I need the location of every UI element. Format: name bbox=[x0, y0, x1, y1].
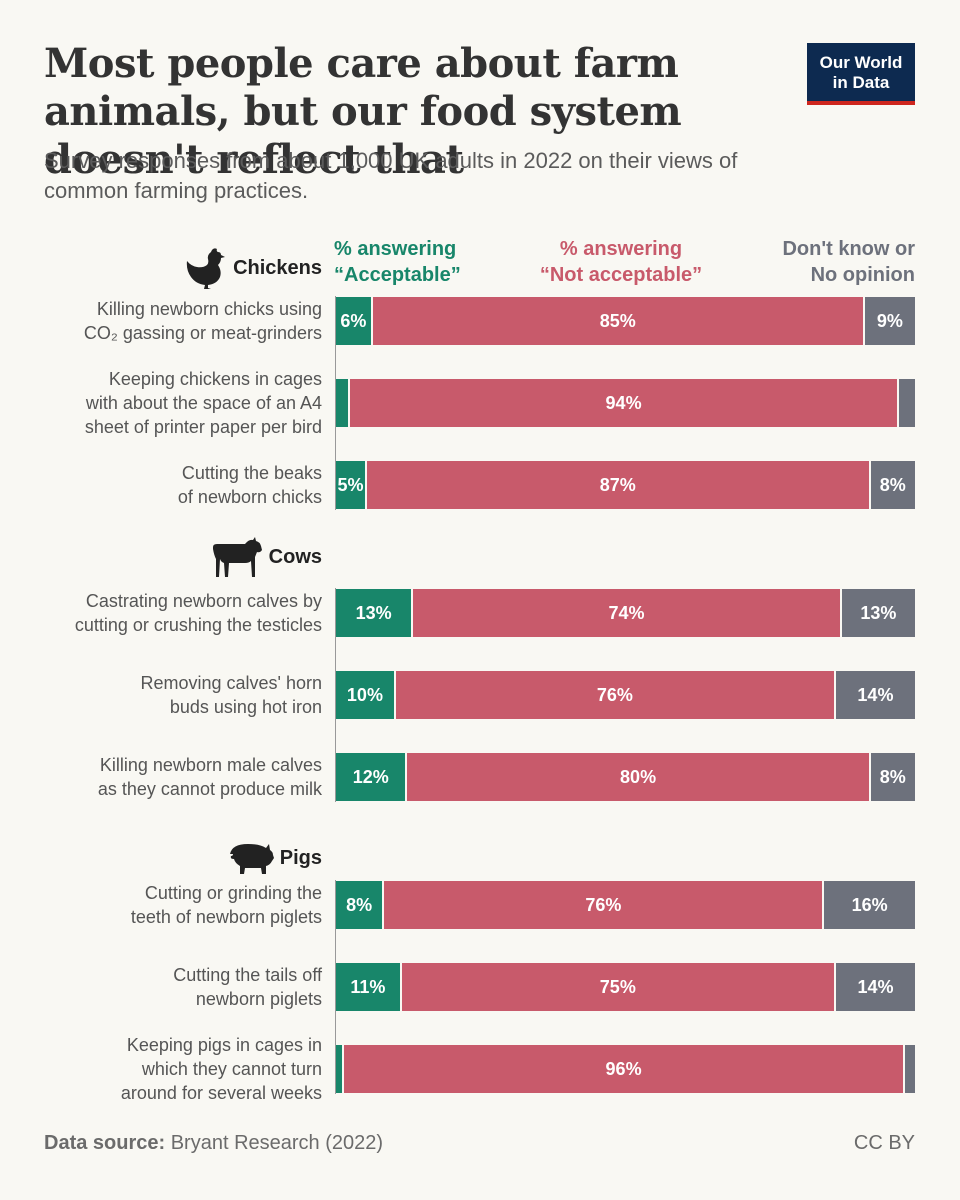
legend-acceptable-line-2: “Acceptable” bbox=[334, 264, 461, 286]
bar-segment-not-acceptable: 87% bbox=[364, 461, 869, 509]
bar-row: 13% 74% 13% bbox=[336, 589, 915, 637]
row-label-line: newborn piglets bbox=[195, 989, 322, 1009]
row-label-line: Killing newborn chicks using bbox=[96, 299, 322, 319]
bar-row: 12% 80% 8% bbox=[336, 753, 915, 801]
bar-segment-dont-know: 8% bbox=[868, 753, 915, 801]
group-label-chickens: Chickens bbox=[100, 244, 322, 292]
bar-segment-dont-know: 13% bbox=[839, 589, 915, 637]
bar-segment-dont-know: 9% bbox=[862, 297, 915, 345]
pig-icon bbox=[229, 844, 274, 874]
bar-segment-acceptable: 13% bbox=[336, 589, 412, 637]
bar-segment-dont-know bbox=[897, 379, 915, 427]
row-label-line: teeth of newborn piglets bbox=[130, 907, 322, 927]
cow-icon bbox=[212, 537, 262, 577]
row-label: Keeping chickens in cages with about the … bbox=[40, 367, 322, 439]
logo-line-2: in Data bbox=[832, 73, 890, 92]
row-label-line: Removing calves' horn bbox=[140, 673, 322, 693]
bar-segment-dont-know bbox=[903, 1045, 915, 1093]
bar-row: 11% 75% 14% bbox=[336, 963, 915, 1011]
group-label-cows: Cows bbox=[100, 532, 322, 582]
legend-not-acceptable: % answering “Not acceptable” bbox=[536, 236, 706, 288]
row-label-line: around for several weeks bbox=[120, 1083, 322, 1103]
row-label-line: CO₂ gassing or meat-grinders bbox=[83, 323, 322, 343]
row-label-line: as they cannot produce milk bbox=[97, 779, 322, 799]
chart-title: Most people care about farm animals, but… bbox=[44, 40, 682, 183]
row-label-line: Killing newborn male calves bbox=[99, 755, 322, 775]
bar-segment-acceptable: 6% bbox=[336, 297, 371, 345]
row-label-line: Keeping pigs in cages in bbox=[126, 1035, 322, 1055]
bar-segment-acceptable: 11% bbox=[336, 963, 400, 1011]
bar-row: 6% 85% 9% bbox=[336, 297, 915, 345]
legend-dont-know-line-2: No opinion bbox=[810, 264, 915, 286]
group-name-chickens: Chickens bbox=[233, 256, 322, 279]
bar-segment-dont-know: 14% bbox=[833, 671, 915, 719]
chicken-icon bbox=[186, 248, 226, 289]
bar-segment-not-acceptable: 75% bbox=[399, 963, 834, 1011]
axis-line-cows bbox=[335, 588, 336, 802]
bar-segment-acceptable bbox=[336, 1045, 342, 1093]
group-name-pigs: Pigs bbox=[279, 846, 322, 869]
row-label: Cutting the beaks of newborn chicks bbox=[40, 461, 322, 509]
row-label-line: which they cannot turn bbox=[141, 1059, 322, 1079]
source-value: Bryant Research (2022) bbox=[170, 1132, 384, 1154]
bar-segment-acceptable: 10% bbox=[336, 671, 394, 719]
row-label: Cutting the tails off newborn piglets bbox=[40, 963, 322, 1011]
bar-segment-not-acceptable: 76% bbox=[382, 881, 823, 929]
bar-row: 10% 76% 14% bbox=[336, 671, 915, 719]
bar-segment-not-acceptable: 80% bbox=[405, 753, 869, 801]
legend-dont-know-line-1: Don't know or bbox=[782, 238, 915, 260]
bar-segment-not-acceptable: 94% bbox=[347, 379, 898, 427]
bar-segment-dont-know: 16% bbox=[822, 881, 915, 929]
bar-row: 96% bbox=[336, 1045, 915, 1093]
bar-segment-not-acceptable: 76% bbox=[393, 671, 834, 719]
bar-segment-acceptable bbox=[336, 379, 348, 427]
axis-line-pigs bbox=[335, 880, 336, 1094]
group-name-cows: Cows bbox=[268, 545, 322, 568]
footer-source: Data source: Bryant Research (2022) bbox=[44, 1132, 383, 1155]
row-label: Keeping pigs in cages in which they canno… bbox=[40, 1033, 322, 1105]
logo-line-1: Our World bbox=[819, 53, 903, 72]
bar-segment-dont-know: 14% bbox=[833, 963, 915, 1011]
row-label-line: buds using hot iron bbox=[169, 697, 322, 717]
license-link[interactable]: CC BY bbox=[853, 1132, 915, 1154]
row-label: Cutting or grinding the teeth of newborn … bbox=[40, 881, 322, 929]
bar-segment-acceptable: 5% bbox=[336, 461, 365, 509]
row-label-line: Cutting or grinding the bbox=[144, 883, 322, 903]
bar-row: 8% 76% 16% bbox=[336, 881, 915, 929]
row-label-line: of newborn chicks bbox=[177, 487, 322, 507]
row-label-line: Cutting the beaks bbox=[181, 463, 322, 483]
bar-segment-not-acceptable: 96% bbox=[341, 1045, 904, 1093]
row-label-line: Cutting the tails off bbox=[173, 965, 322, 985]
legend-acceptable: % answering “Acceptable” bbox=[334, 236, 461, 288]
row-label-line: Castrating newborn calves by bbox=[85, 591, 322, 611]
bar-segment-acceptable: 8% bbox=[336, 881, 383, 929]
row-label: Removing calves' horn buds using hot iron bbox=[40, 671, 322, 719]
row-label: Killing newborn male calves as they canno… bbox=[40, 753, 322, 801]
row-label-line: cutting or crushing the testicles bbox=[74, 615, 322, 635]
bar-segment-not-acceptable: 85% bbox=[370, 297, 863, 345]
row-label: Killing newborn chicks using CO₂ gassing … bbox=[40, 297, 322, 345]
legend-not-acceptable-line-1: % answering bbox=[559, 238, 683, 260]
owid-logo[interactable]: Our World in Data bbox=[807, 43, 915, 105]
row-label-line: sheet of printer paper per bird bbox=[84, 417, 322, 437]
legend-dont-know: Don't know or No opinion bbox=[715, 236, 915, 288]
row-label-line: with about the space of an A4 bbox=[85, 393, 322, 413]
row-label: Castrating newborn calves by cutting or c… bbox=[40, 589, 322, 637]
row-label-line: Keeping chickens in cages bbox=[108, 369, 322, 389]
chart-subtitle: Survey responses from about 1,000 UK adu… bbox=[44, 148, 738, 203]
axis-line-chickens bbox=[335, 296, 336, 510]
bar-segment-acceptable: 12% bbox=[336, 753, 406, 801]
bar-row: 94% bbox=[336, 379, 915, 427]
group-label-pigs: Pigs bbox=[100, 836, 322, 880]
bar-segment-dont-know: 8% bbox=[868, 461, 915, 509]
legend-acceptable-line-1: % answering bbox=[334, 238, 457, 260]
legend-not-acceptable-line-2: “Not acceptable” bbox=[539, 264, 703, 286]
bar-row: 5% 87% 8% bbox=[336, 461, 915, 509]
bar-segment-not-acceptable: 74% bbox=[411, 589, 840, 637]
source-label: Data source: bbox=[44, 1132, 166, 1154]
